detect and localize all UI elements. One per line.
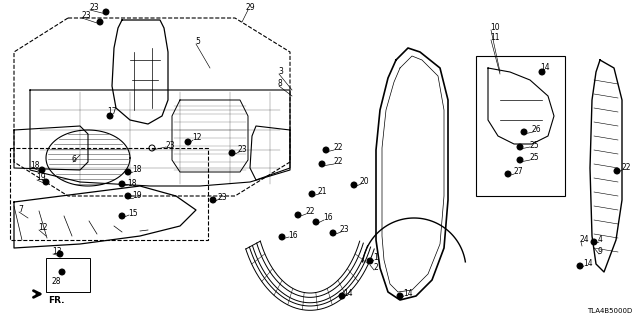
- Bar: [46, 258, 90, 292]
- Text: 23: 23: [165, 140, 175, 149]
- Circle shape: [521, 129, 527, 135]
- Text: TLA4B5000D: TLA4B5000D: [587, 308, 632, 314]
- Circle shape: [591, 239, 597, 245]
- Bar: [10, 148, 208, 240]
- Text: 16: 16: [288, 230, 298, 239]
- Circle shape: [319, 161, 325, 167]
- Circle shape: [57, 251, 63, 257]
- Circle shape: [397, 293, 403, 299]
- Text: 1: 1: [373, 253, 378, 262]
- Text: 10: 10: [490, 23, 500, 33]
- Circle shape: [229, 150, 235, 156]
- Circle shape: [125, 169, 131, 175]
- Text: 12: 12: [192, 133, 202, 142]
- Circle shape: [517, 144, 523, 150]
- Text: 14: 14: [583, 260, 593, 268]
- Text: 23: 23: [90, 4, 100, 12]
- Text: 27: 27: [513, 167, 523, 177]
- Text: 5: 5: [195, 37, 200, 46]
- Circle shape: [39, 167, 45, 173]
- Text: 25: 25: [529, 154, 539, 163]
- Circle shape: [367, 258, 373, 264]
- Text: 20: 20: [360, 178, 370, 187]
- Text: 18: 18: [30, 161, 40, 170]
- Circle shape: [339, 293, 345, 299]
- Text: 9: 9: [598, 247, 603, 257]
- Circle shape: [614, 168, 620, 174]
- Circle shape: [309, 191, 315, 197]
- Text: 3: 3: [278, 68, 283, 76]
- Text: 22: 22: [333, 143, 342, 153]
- Text: 23: 23: [82, 12, 92, 20]
- Text: 23: 23: [238, 146, 248, 155]
- Circle shape: [119, 213, 125, 219]
- Text: 18: 18: [132, 165, 141, 174]
- Circle shape: [210, 197, 216, 203]
- Circle shape: [323, 147, 329, 153]
- Text: 22: 22: [305, 207, 314, 217]
- Text: 7: 7: [18, 205, 23, 214]
- Text: 16: 16: [323, 213, 333, 222]
- Text: 4: 4: [598, 236, 603, 244]
- Text: 21: 21: [318, 188, 328, 196]
- Circle shape: [107, 113, 113, 119]
- Circle shape: [103, 9, 109, 15]
- Circle shape: [330, 230, 336, 236]
- Circle shape: [539, 69, 545, 75]
- Circle shape: [125, 193, 131, 199]
- Text: 28: 28: [52, 277, 61, 286]
- Text: 19: 19: [132, 191, 141, 201]
- Circle shape: [313, 219, 319, 225]
- Text: FR.: FR.: [48, 296, 65, 305]
- Text: 24: 24: [580, 236, 589, 244]
- Text: 23: 23: [340, 226, 349, 235]
- Circle shape: [517, 157, 523, 163]
- Circle shape: [295, 212, 301, 218]
- Text: 22: 22: [333, 157, 342, 166]
- Text: 26: 26: [532, 125, 541, 134]
- Text: 2: 2: [373, 263, 378, 273]
- Text: 12: 12: [38, 223, 47, 233]
- Text: 8: 8: [278, 79, 283, 89]
- Text: 19: 19: [36, 173, 45, 182]
- Circle shape: [43, 179, 49, 185]
- Circle shape: [505, 171, 511, 177]
- Text: 11: 11: [490, 34, 499, 43]
- Text: 17: 17: [107, 108, 116, 116]
- Circle shape: [577, 263, 583, 269]
- Text: 25: 25: [529, 140, 539, 149]
- Text: 14: 14: [540, 63, 550, 73]
- Text: 6: 6: [72, 156, 77, 164]
- Circle shape: [59, 269, 65, 275]
- Text: 23: 23: [218, 193, 228, 202]
- Text: 22: 22: [621, 164, 630, 172]
- Text: 14: 14: [403, 290, 413, 299]
- Text: 18: 18: [127, 179, 136, 188]
- Circle shape: [119, 181, 125, 187]
- Text: 13: 13: [52, 247, 61, 257]
- Text: 29: 29: [246, 4, 255, 12]
- Text: 14: 14: [343, 290, 353, 299]
- Circle shape: [279, 234, 285, 240]
- Circle shape: [97, 19, 103, 25]
- Text: 15: 15: [128, 209, 138, 218]
- Circle shape: [185, 139, 191, 145]
- Circle shape: [351, 182, 357, 188]
- Bar: [476, 56, 565, 196]
